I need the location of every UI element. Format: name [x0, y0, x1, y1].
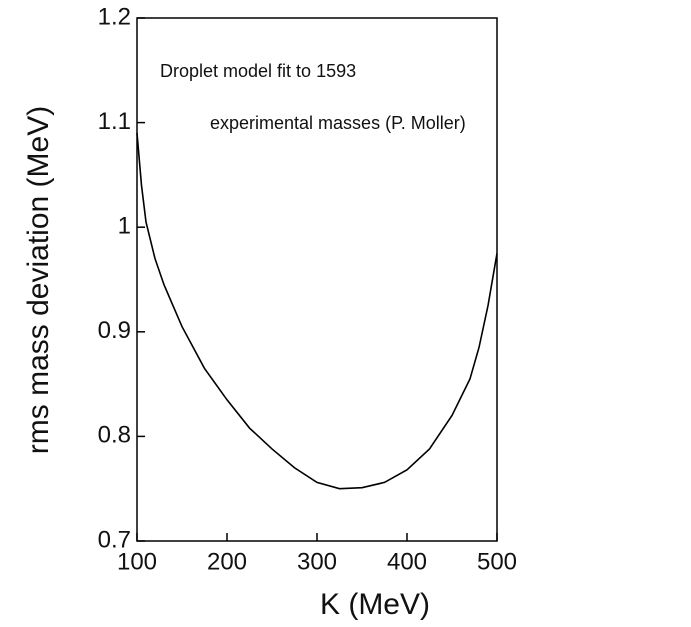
y-tick-label: 0.8	[98, 422, 131, 449]
y-tick-label: 1.2	[98, 3, 131, 30]
x-axis-label: K (MeV)	[320, 588, 430, 621]
x-tick-label: 200	[207, 548, 247, 575]
x-tick-label: 300	[297, 548, 337, 575]
y-axis-label: rms mass deviation (MeV)	[22, 106, 55, 454]
plot-frame	[136, 17, 498, 542]
x-tick-label: 400	[387, 548, 427, 575]
curve	[136, 132, 498, 490]
y-tick-label: 0.7	[98, 526, 131, 553]
y-tick-label: 1	[118, 213, 131, 240]
annotation: experimental masses (P. Moller)	[210, 113, 466, 133]
annotation: Droplet model fit to 1593	[160, 61, 356, 81]
y-tick-label: 0.9	[98, 317, 131, 344]
y-tick-label: 1.1	[98, 108, 131, 135]
x-tick-label: 500	[477, 548, 517, 575]
x-tick-label: 100	[117, 548, 157, 575]
